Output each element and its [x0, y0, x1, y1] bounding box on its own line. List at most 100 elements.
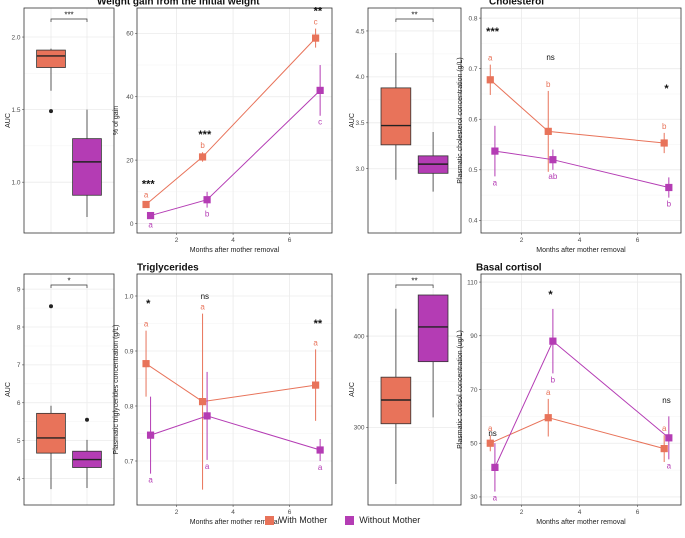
wg_line-point-with-mother [142, 200, 150, 209]
chol_line-plot-bg [481, 8, 681, 233]
cort_box-ytick-label: 400 [354, 333, 365, 340]
tg_box-significance-bracket [50, 284, 88, 288]
chol_line-xtick-label: 6 [636, 237, 640, 244]
chol_line-xlabel: Months after mother removal [536, 247, 626, 254]
cort_line-ytick-label: 70 [470, 387, 478, 394]
tg_line-xtick-label: 2 [175, 509, 179, 516]
chol_line-ytick-label: 0.7 [468, 66, 477, 73]
tg_box-panel-border [23, 273, 115, 506]
tg_line-point-with-mother [142, 360, 150, 368]
wg_line-ytick-label: 0 [130, 221, 134, 228]
cort_line-xtick-label: 6 [636, 509, 640, 516]
cort_line-point-without-mother [665, 434, 673, 442]
tg_line-group-letter: a [318, 463, 323, 472]
cort_line-group-letter: b [551, 375, 556, 384]
wg_line-significance-1: *** [142, 178, 156, 190]
wg_line-xtick-label: 6 [288, 237, 292, 244]
cort_box-panel-border [367, 273, 462, 506]
tg_line-ylabel: Plasmatic triglycerides concentration (g… [113, 325, 120, 455]
tg_box-ytick-label: 5 [17, 438, 21, 445]
wg_line-point-without-mother [146, 211, 155, 220]
tg_line-group-letter: a [313, 338, 318, 347]
tg_line-significance-3: ** [314, 318, 323, 330]
cort_line-ytick-label: 110 [467, 279, 478, 286]
chol_box-ytick-label: 3.0 [355, 166, 364, 173]
tg_box-ytick-label: 4 [17, 476, 21, 483]
wg_box-plot-bg [24, 8, 114, 233]
tg_line-ytick-label: 0.8 [124, 403, 133, 410]
wg_box-ytick-label: 1.5 [11, 107, 20, 114]
wg_line-xtick-label: 2 [175, 237, 179, 244]
tg_line-point-without-mother [146, 431, 155, 439]
chol_line-xtick-label: 2 [520, 237, 524, 244]
tg_line-point-with-mother [312, 381, 320, 389]
wg_line-significance-3: ** [314, 6, 323, 18]
cort_line-xlabel: Months after mother removal [536, 519, 626, 526]
wg_line-point-with-mother [198, 153, 207, 161]
wg_line-significance-2: *** [198, 129, 212, 141]
chol_box-panel-border [367, 7, 462, 234]
cort_box-significance: ** [411, 277, 417, 286]
tg_line-point-with-mother [198, 398, 207, 406]
cort_line-group-letter: a [546, 388, 551, 397]
cort_box-ytick-label: 300 [354, 425, 365, 432]
chol_box-significance-bracket [395, 18, 434, 22]
wg_line-ytick-label: 20 [126, 157, 134, 164]
tg_box-significance: * [67, 277, 70, 286]
wg_box-box-without-mother [72, 138, 102, 196]
cort_line-panel-border [480, 273, 682, 506]
chol_box-ytick-label: 4.5 [355, 28, 364, 35]
wg_line-xlabel: Months after mother removal [190, 247, 280, 254]
cort_box-box-without-mother [417, 294, 449, 363]
tg_line-group-letter: a [205, 462, 210, 471]
legend-swatch-without-mother [345, 515, 355, 525]
wg_line-point-without-mother [316, 86, 324, 94]
cort_line-significance-3: ns [662, 396, 670, 405]
chol_line-significance-1: *** [486, 26, 500, 38]
wg_box-ytick-label: 2.0 [11, 34, 20, 41]
cort_line-ylabel: Plasmatic cortisol concentration (ug/L) [457, 330, 464, 449]
cort_line-group-letter: a [667, 461, 672, 470]
chol_box-ylabel: AUC [349, 113, 356, 128]
wg_box-significance: *** [64, 11, 73, 20]
chol_line-point-with-mother [544, 127, 552, 135]
tg_box-ytick-label: 9 [17, 286, 21, 293]
legend: With Mother Without Mother [0, 515, 685, 525]
wg_line-group-letter: a [148, 221, 153, 230]
legend-item-with-mother: With Mother [264, 515, 328, 525]
cort_line-xtick-label: 4 [578, 509, 582, 516]
wg_box-box-with-mother [36, 49, 66, 68]
tg_box-ytick-label: 6 [17, 400, 21, 407]
tg_line-xlabel: Months after mother removal [190, 519, 280, 526]
tg_line-panel-border [136, 273, 333, 506]
cort_line-ytick-label: 90 [470, 333, 478, 340]
chol_line-ylabel: Plasmatic cholesterol concentration (g/L… [457, 57, 464, 183]
cort_line-group-letter: a [662, 424, 667, 433]
legend-label-with-mother: With Mother [278, 515, 328, 525]
chol_line-title: Cholesterol [489, 0, 544, 8]
tg_line-significance-1: * [146, 298, 151, 310]
cort_line-title: Basal cortisol [476, 263, 542, 274]
tg_line-group-letter: a [200, 303, 205, 312]
tg_line-xtick-label: 4 [231, 509, 235, 516]
wg_line-point-without-mother [203, 196, 211, 204]
cort_line-point-with-mother [544, 414, 552, 422]
chol_box-significance: ** [411, 11, 417, 20]
wg_line-point-with-mother [312, 34, 320, 42]
tg_box-box-with-mother [36, 412, 66, 454]
chol_line-ytick-label: 0.8 [468, 15, 477, 22]
tg_line-point-without-mother [203, 412, 211, 420]
tg_line-point-without-mother [316, 446, 324, 454]
tg_line-ytick-label: 0.7 [124, 458, 133, 465]
wg_line-group-letter: c [314, 18, 318, 27]
tg_line-ytick-label: 1.0 [124, 293, 133, 300]
cort_line-group-letter: a [493, 494, 498, 503]
chol_line-ytick-label: 0.5 [468, 167, 477, 174]
chol_line-ytick-label: 0.4 [468, 218, 477, 225]
cort_line-point-without-mother [491, 463, 499, 471]
chol_line-significance-2: ns [546, 53, 554, 62]
cort_line-ytick-label: 50 [470, 441, 478, 448]
chol_line-panel-border [480, 7, 682, 234]
chol_line-group-letter: ab [548, 172, 557, 181]
